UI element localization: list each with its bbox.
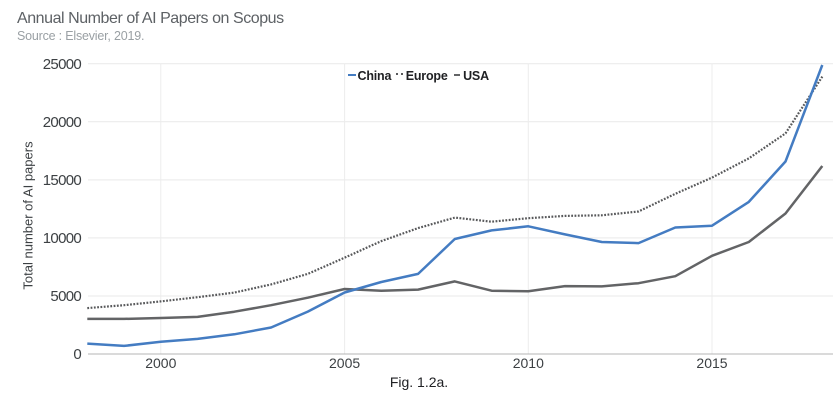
svg-text:2010: 2010	[513, 355, 544, 371]
svg-text:10000: 10000	[43, 230, 82, 247]
svg-text:20000: 20000	[43, 114, 82, 131]
svg-text:2015: 2015	[696, 355, 727, 371]
svg-text:15000: 15000	[43, 172, 82, 189]
svg-text:25000: 25000	[43, 56, 82, 73]
svg-text:5000: 5000	[50, 288, 81, 305]
svg-text:2000: 2000	[145, 355, 176, 371]
svg-text:0: 0	[73, 346, 81, 363]
svg-text:2005: 2005	[329, 355, 360, 371]
